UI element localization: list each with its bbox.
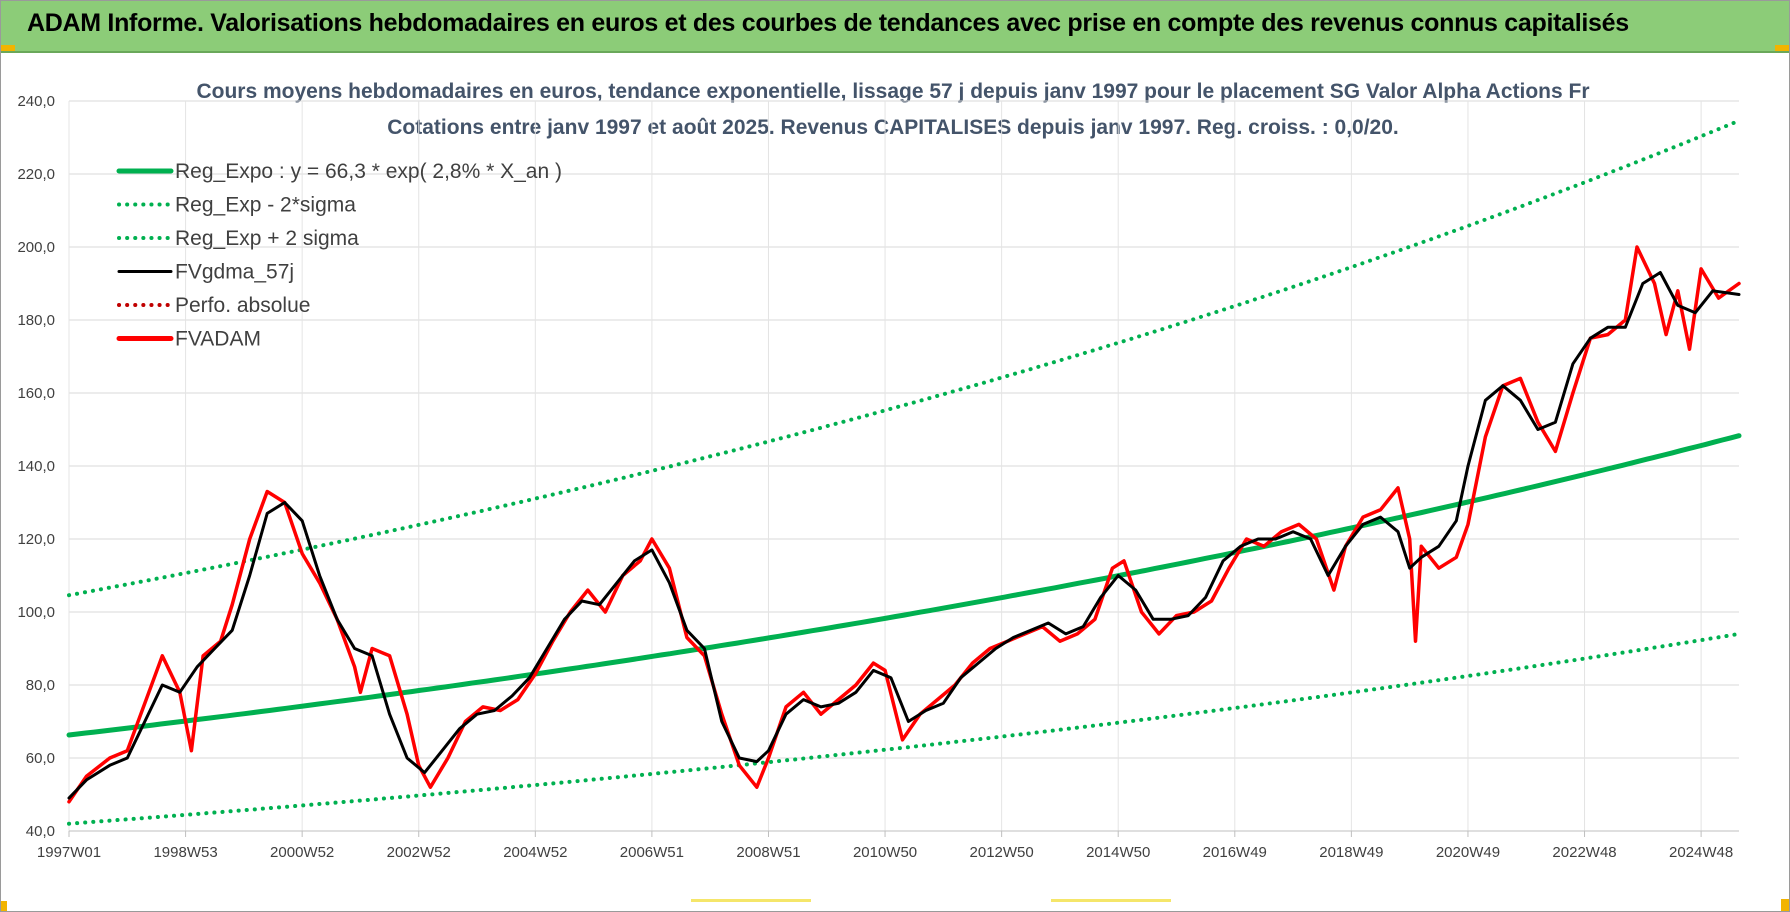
banner-title: ADAM Informe. Valorisations hebdomadaire… [27,9,1629,37]
legend-label: Reg_Expo : y = 66,3 * exp( 2,8% * X_an ) [175,160,562,183]
x-tick-label: 2018W49 [1319,844,1383,861]
x-tick-label: 2002W52 [387,844,451,861]
chart: Cours moyens hebdomadaires en euros, ten… [17,80,1742,861]
legend-label: Reg_Exp - 2*sigma [175,194,356,217]
y-tick-label: 60,0 [26,750,55,767]
x-tick-label: 1997W01 [37,844,101,861]
series-line-reg-exp [67,631,1741,826]
x-tick-label: 2024W48 [1669,844,1733,861]
legend-label: FVgdma_57j [175,261,294,284]
corner-accent-bottom-left [1,901,7,911]
x-axis-ticks: 1997W01 1998W53 2000W52 2002W52 2004W52 2006W… [37,830,1739,861]
x-tick-label: 2006W51 [620,844,684,861]
y-tick-label: 160,0 [17,385,55,402]
corner-accent-top-right [1775,45,1789,51]
y-tick-label: 80,0 [26,677,55,694]
grid [68,100,1739,832]
series-group [66,118,1742,826]
bottom-accent-2 [1051,899,1171,902]
x-tick-label: 2016W49 [1203,844,1267,861]
y-tick-label: 120,0 [17,531,55,548]
legend-label: Reg_Exp + 2 sigma [175,227,359,250]
y-tick-label: 40,0 [26,823,55,840]
x-tick-label: 2022W48 [1552,844,1616,861]
chart-subtitle: Cotations entre janv 1997 et août 2025. … [387,116,1399,139]
chart-title: Cours moyens hebdomadaires en euros, ten… [196,80,1589,103]
y-tick-label: 180,0 [17,312,55,329]
x-tick-label: 2010W50 [853,844,917,861]
legend: Reg_Expo : y = 66,3 * exp( 2,8% * X_an )… [116,160,562,351]
series-line-fvadam [67,245,1741,804]
header-banner: ADAM Informe. Valorisations hebdomadaire… [1,1,1789,53]
corner-accent-bottom-right [1781,899,1789,911]
y-axis-ticks: 40,0 60,0 80,0 100,0 120,0 140,0 160,0 180,0 200… [17,93,55,840]
chart-title-group: Cours moyens hebdomadaires en euros, ten… [196,80,1589,139]
x-tick-label: 1998W53 [153,844,217,861]
y-tick-label: 220,0 [17,166,55,183]
x-tick-label: 2020W49 [1436,844,1500,861]
series-line-fvgdma-57j [67,271,1741,800]
x-tick-label: 2004W52 [503,844,567,861]
legend-label: FVADAM [175,328,261,351]
y-tick-label: 200,0 [17,239,55,256]
y-tick-label: 100,0 [17,604,55,621]
x-tick-label: 2012W50 [970,844,1034,861]
series-line-reg-exp [67,118,1741,598]
bottom-accent-1 [691,899,811,902]
x-tick-label: 2008W51 [736,844,800,861]
y-tick-label: 240,0 [17,93,55,110]
x-tick-label: 2000W52 [270,844,334,861]
x-tick-label: 2014W50 [1086,844,1150,861]
legend-label: Perfo. absolue [175,294,310,317]
corner-accent-top-left [1,45,15,51]
y-tick-label: 140,0 [17,458,55,475]
